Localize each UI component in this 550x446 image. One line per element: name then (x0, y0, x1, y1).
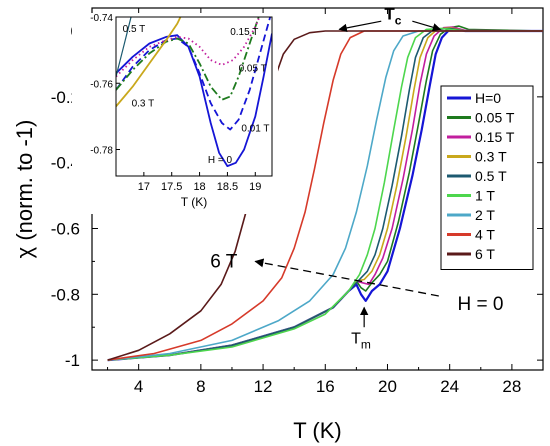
inset-series-line-4 (116, 17, 182, 107)
x-tick-label: 28 (502, 377, 521, 396)
inset-x-tick-label: 17.5 (161, 181, 182, 193)
inset-series-line-5 (116, 17, 132, 77)
inset-series-group (116, 17, 272, 167)
legend-label-2: 0.15 T (475, 129, 515, 145)
inset-chart: 17 17.5 18 18.5 19 -0.74 -0.76 -0.78 T (K) 0.5 T 0… (72, 13, 278, 214)
annotation-tc-main: T (384, 5, 395, 24)
field-arrow (254, 258, 439, 297)
x-axis-label: T (K) (293, 418, 341, 443)
y-tick-label: -1 (65, 351, 80, 370)
annotation-tc-sub: c (395, 14, 402, 28)
inset-y-tick-label: -0.74 (90, 13, 113, 24)
inset-curve-label-2: 0.05 T (239, 64, 267, 75)
y-tick-label: -0.8 (51, 285, 80, 304)
annotation-tc: Tc (384, 5, 401, 28)
inset-curve-label-1: 0.15 T (230, 27, 258, 38)
x-tick-label: 20 (378, 377, 397, 396)
inset-x-tick-label: 17 (138, 181, 150, 193)
series-line-6 (107, 30, 543, 361)
legend-label-8: 6 T (475, 246, 495, 262)
series-line-5 (107, 27, 543, 361)
annotation-h0: H = 0 (457, 294, 503, 315)
inset-series-line-2 (116, 17, 260, 101)
annotation-tm-sub: m (361, 338, 371, 352)
x-tick-label: 24 (440, 377, 459, 396)
x-tick-label: 12 (254, 377, 273, 396)
series-line-7 (107, 30, 543, 361)
x-tick-label: 16 (316, 377, 335, 396)
inset-x-tick-label: 18 (193, 181, 205, 193)
inset-x-axis-label: T (K) (181, 195, 207, 209)
legend-label-1: 0.05 T (475, 110, 515, 126)
legend: H=0 0.05 T 0.15 T 0.3 T 0.5 T 1 T 2 T 4 T 6 T (440, 85, 534, 270)
inset-frame (115, 16, 273, 177)
legend-label-4: 0.5 T (475, 168, 507, 184)
inset-curve-label-4: 0.01 T (241, 123, 269, 134)
legend-label-7: 4 T (475, 227, 495, 243)
y-tick-label: -0.6 (51, 219, 80, 238)
annotation-6t: 6 T (210, 251, 238, 272)
inset-curve-label-5: H = 0 (208, 155, 233, 166)
annotation-tm-main: T (351, 331, 361, 348)
annotation-tm: Tm (351, 331, 371, 352)
inset-curve-label-0: 0.5 T (123, 24, 146, 35)
annotations: Tc 6 T H = 0 Tm (210, 5, 503, 352)
tc-arrow-right (412, 20, 442, 32)
y-axis-label: χ (norm. to -1) (12, 120, 37, 259)
inset-x-tick-label: 19 (249, 181, 261, 193)
inset-series-line-3 (116, 17, 261, 78)
legend-label-0: H=0 (475, 90, 501, 106)
legend-label-3: 0.3 T (475, 149, 507, 165)
inset-series-line-0 (116, 33, 272, 167)
tc-arrow-left (338, 20, 382, 33)
inset-y-tick-label: -0.78 (90, 146, 113, 157)
inset-curve-label-3: 0.3 T (132, 98, 155, 109)
x-tick-label: 4 (134, 377, 143, 396)
x-tick-label: 8 (196, 377, 205, 396)
legend-label-5: 1 T (475, 188, 495, 204)
inset-y-tick-label: -0.76 (90, 79, 113, 90)
inset-x-tick-label: 18.5 (217, 181, 238, 193)
legend-label-6: 2 T (475, 207, 495, 223)
inset-series-line-1 (116, 17, 272, 131)
